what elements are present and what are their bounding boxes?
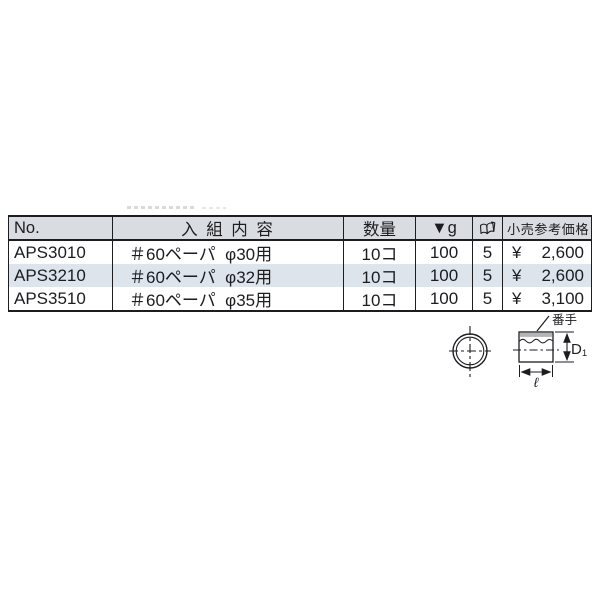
length-label: ℓ [534,375,539,390]
table-row: APS3210 ＃60ペーパ φ32用 10コ 100 5 ¥ 2,600 [9,264,591,287]
cell-lot: 5 [473,264,503,287]
table-row: APS3510 ＃60ペーパ φ35用 10コ 100 5 ¥ 3,100 [9,287,591,310]
sleeve-drawing-svg: 番手 D1 ℓ [449,313,587,390]
length-dimension: ℓ [519,365,553,390]
price-value: 2,600 [541,265,584,285]
currency-symbol: ¥ [512,265,522,285]
cell-price: ¥ 2,600 [503,264,591,287]
table-row: APS3010 ＃60ペーパ φ30用 10コ 100 5 ¥ 2,600 [9,241,591,264]
price-value: 3,100 [541,288,584,308]
cell-weight: 100 [416,287,473,310]
cropped-text-artifact [202,207,226,209]
product-table: No. 入 組 内 容 数量 ▼g 小売参考価格 APS3010 ＃60ペーパ … [8,215,592,312]
cell-contents: ＃60ペーパ φ32用 [113,264,344,287]
header-no: No. [9,217,113,239]
table-header-row: No. 入 組 内 容 数量 ▼g 小売参考価格 [9,217,591,241]
cell-quantity: 10コ [344,287,416,310]
cell-price: ¥ 3,100 [503,287,591,310]
header-weight: ▼g [416,217,473,239]
side-view-cylinder [513,331,559,363]
currency-symbol: ¥ [512,242,522,262]
cell-contents: ＃60ペーパ φ30用 [113,241,344,264]
table-body: APS3010 ＃60ペーパ φ30用 10コ 100 5 ¥ 2,600 AP… [9,241,591,310]
cell-price: ¥ 2,600 [503,241,591,264]
header-lot [473,217,503,239]
diameter-dimension: D1 [555,331,587,363]
header-quantity: 数量 [344,217,416,239]
cell-weight: 100 [416,241,473,264]
cell-quantity: 10コ [344,241,416,264]
catalog-book-icon [479,220,496,236]
cell-part-no: APS3010 [9,241,113,264]
cell-weight: 100 [416,264,473,287]
technical-drawing: 番手 D1 ℓ [440,310,600,400]
cropped-text-artifact [127,206,195,209]
cell-contents: ＃60ペーパ φ35用 [113,287,344,310]
cell-quantity: 10コ [344,264,416,287]
cell-part-no: APS3510 [9,287,113,310]
grit-band [519,332,553,337]
cell-lot: 5 [473,241,503,264]
paper-edge-wave [519,338,553,344]
diameter-label: D1 [571,341,587,359]
header-contents: 入 組 内 容 [113,217,344,239]
cell-part-no: APS3210 [9,264,113,287]
grit-label: 番手 [552,313,577,327]
price-value: 2,600 [541,242,584,262]
front-view-circle [449,326,491,377]
header-price: 小売参考価格 [506,221,590,237]
cell-lot: 5 [473,287,503,310]
grit-callout: 番手 [536,313,577,332]
currency-symbol: ¥ [512,288,522,308]
